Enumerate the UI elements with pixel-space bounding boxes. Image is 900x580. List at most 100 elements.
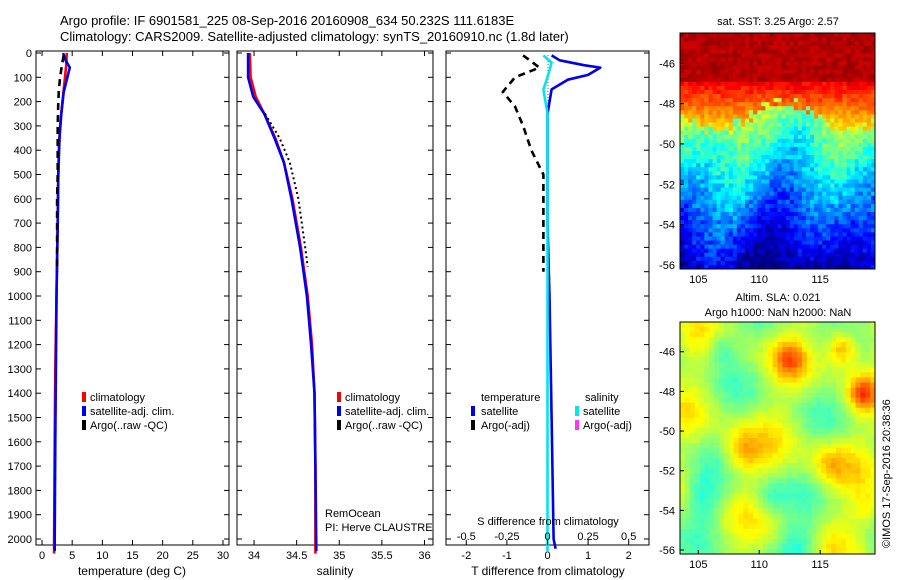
sla-cell xyxy=(777,357,783,363)
sla-cell xyxy=(797,377,803,384)
sla-cell xyxy=(758,513,764,520)
sla-cell xyxy=(860,327,866,333)
sla-cell xyxy=(772,538,779,545)
sst-cell xyxy=(769,203,775,209)
sla-cell xyxy=(826,438,832,444)
sst-cell xyxy=(724,130,730,136)
sst-cell xyxy=(753,73,758,79)
sst-cell xyxy=(805,163,811,168)
sst-cell xyxy=(781,106,787,111)
sst-cell xyxy=(692,155,697,160)
sla-cell xyxy=(787,548,793,554)
sst-cell xyxy=(862,102,868,107)
sla-cell xyxy=(855,362,861,368)
sst-cell xyxy=(785,232,791,238)
sla-cell xyxy=(801,543,808,550)
sst-cell xyxy=(777,41,783,46)
sst-cell xyxy=(749,81,754,87)
sst-cell xyxy=(789,244,795,250)
sst-cell xyxy=(830,260,835,266)
sla-cell xyxy=(811,468,818,474)
sla-cell xyxy=(836,352,842,358)
sla-cell xyxy=(831,468,837,474)
sst-cell xyxy=(850,191,856,197)
sst-cell xyxy=(826,155,831,160)
sst-cell xyxy=(781,264,787,269)
sla-cell xyxy=(699,347,705,353)
sst-cell xyxy=(708,89,714,95)
sla-cell xyxy=(797,327,803,333)
x-tick-label: 15 xyxy=(126,550,138,562)
sst-cell xyxy=(680,118,685,124)
sla-cell xyxy=(743,327,749,333)
sst-cell xyxy=(749,41,754,46)
sst-cell xyxy=(749,199,754,205)
sst-cell xyxy=(862,151,868,156)
sst-cell xyxy=(850,45,856,50)
sla-cell xyxy=(738,357,744,363)
sst-cell xyxy=(777,256,783,262)
sst-cell xyxy=(745,118,750,124)
sst-cell xyxy=(769,94,775,99)
sla-cell xyxy=(845,518,852,525)
sst-cell xyxy=(720,248,726,254)
sla-cell xyxy=(792,503,798,510)
sst-cell xyxy=(692,260,697,266)
sst-cell xyxy=(801,81,807,87)
sla-cell xyxy=(826,458,832,464)
sst-cell xyxy=(773,240,779,246)
sst-cell xyxy=(805,65,811,71)
sst-cell xyxy=(801,256,807,262)
sst-cell xyxy=(696,260,701,266)
sst-cell xyxy=(862,110,868,115)
sla-cell xyxy=(738,362,744,368)
sst-cell xyxy=(757,256,762,262)
sst-cell xyxy=(846,45,852,50)
sst-cell xyxy=(850,159,856,164)
sst-cell xyxy=(700,98,705,103)
sla-cell xyxy=(723,392,730,399)
sst-cell xyxy=(810,77,815,83)
sla-cell xyxy=(821,548,827,554)
sla-cell xyxy=(792,322,798,328)
sst-cell xyxy=(712,163,718,168)
sla-cell xyxy=(855,468,861,474)
sla-cell xyxy=(811,332,818,338)
sla-cell xyxy=(694,377,701,384)
salinity-depth-ticks xyxy=(237,52,433,540)
sla-cell xyxy=(826,352,832,358)
sst-cell xyxy=(850,228,856,233)
sla-cell xyxy=(870,488,875,495)
sst-cell xyxy=(732,252,738,258)
sla-cell xyxy=(821,508,827,515)
sst-cell xyxy=(724,167,730,172)
sst-cell xyxy=(801,102,807,107)
sla-cell xyxy=(816,322,822,328)
sst-cell xyxy=(814,167,819,172)
sst-cell xyxy=(789,65,795,71)
sla-cell xyxy=(821,463,827,469)
sla-cell xyxy=(772,322,779,328)
sst-cell xyxy=(769,126,775,132)
sst-cell xyxy=(805,37,811,42)
depth-tick-label: 600 xyxy=(14,194,32,206)
sst-cell xyxy=(858,130,864,136)
sst-cell xyxy=(870,191,875,197)
sla-cell xyxy=(845,498,852,505)
sst-cell xyxy=(805,212,811,217)
sla-cell xyxy=(860,523,866,530)
sst-cell xyxy=(740,236,746,242)
sla-cell xyxy=(704,432,710,439)
sst-cell xyxy=(822,187,827,193)
sla-cell xyxy=(777,327,783,333)
sla-cell xyxy=(743,533,749,540)
sst-cell xyxy=(745,94,750,99)
sla-cell xyxy=(699,473,705,479)
sst-cell xyxy=(753,256,758,262)
sst-cell xyxy=(854,65,860,71)
sla-cell xyxy=(758,458,764,464)
sla-cell xyxy=(704,438,710,444)
sla-cell xyxy=(694,548,701,554)
sla-cell xyxy=(767,432,774,439)
sst-cell xyxy=(810,195,815,201)
